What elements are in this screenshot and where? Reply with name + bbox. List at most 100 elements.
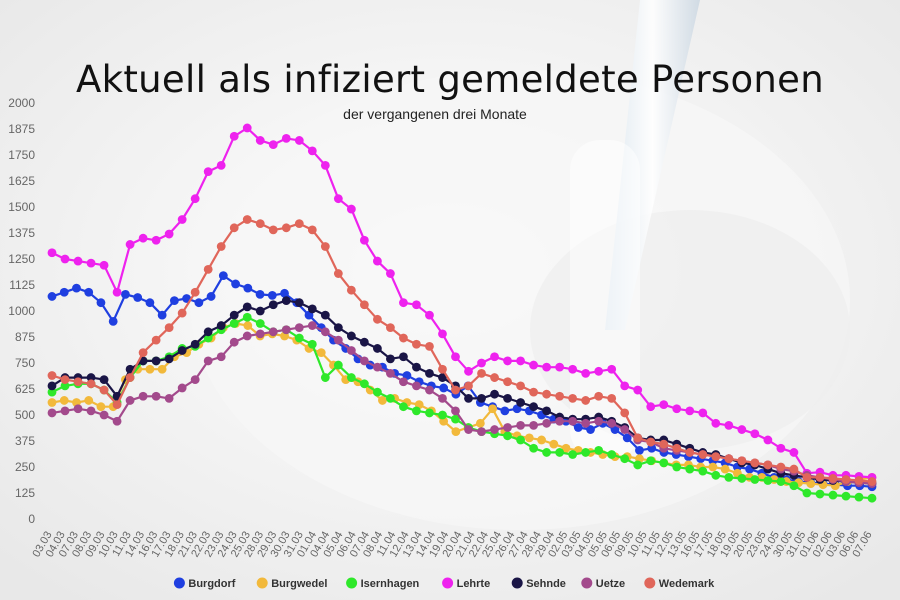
data-point — [789, 481, 799, 491]
y-tick-label: 1500 — [8, 200, 35, 214]
data-point — [346, 285, 356, 295]
y-tick-label: 375 — [15, 434, 35, 448]
data-point — [99, 385, 109, 395]
data-point — [73, 377, 83, 387]
data-point — [412, 381, 421, 391]
data-point — [47, 381, 57, 391]
y-tick-label: 875 — [15, 330, 35, 344]
legend-item-uetze[interactable]: Uetze — [581, 577, 625, 591]
data-point — [477, 427, 486, 437]
data-point — [594, 416, 604, 426]
data-point — [255, 306, 265, 316]
x-axis: 03.0304.0307.0308.0309.0310.0311.0314.03… — [30, 530, 874, 560]
data-point — [203, 167, 213, 177]
data-point — [516, 398, 525, 407]
data-point — [138, 233, 148, 243]
data-point — [646, 437, 656, 447]
legend-item-sehnde[interactable]: Sehnde — [511, 577, 566, 591]
data-point — [789, 464, 799, 474]
data-point — [99, 375, 109, 385]
data-point — [99, 260, 109, 270]
data-point — [112, 287, 122, 297]
data-point — [776, 443, 786, 453]
data-point — [307, 146, 317, 156]
data-point — [438, 393, 447, 403]
data-point — [737, 425, 747, 434]
data-point — [438, 410, 447, 420]
series-line — [51, 126, 873, 479]
legend-item-wedemark[interactable]: Wedemark — [644, 577, 715, 591]
data-point — [516, 421, 525, 430]
data-point — [216, 242, 226, 251]
legend: Burgdorf Burgwedel Isernhagen Lehrte Sehnde U… — [173, 577, 715, 591]
data-point — [529, 443, 538, 453]
data-point — [763, 476, 773, 485]
data-point — [555, 362, 565, 372]
data-point — [828, 474, 838, 483]
data-point — [333, 323, 343, 333]
data-point — [503, 393, 512, 403]
data-point — [542, 389, 552, 399]
data-point — [763, 460, 773, 470]
data-point — [386, 354, 395, 364]
data-point — [620, 408, 630, 418]
legend-item-isernhagen[interactable]: Isernhagen — [346, 577, 420, 591]
data-point — [399, 402, 408, 412]
data-point — [229, 337, 239, 347]
data-point — [500, 406, 510, 416]
series-line — [51, 299, 873, 485]
data-point — [294, 323, 304, 333]
data-point — [59, 287, 69, 297]
legend-item-burgwedel[interactable]: Burgwedel — [256, 577, 328, 591]
data-point — [737, 456, 747, 466]
data-point — [216, 321, 226, 330]
data-point — [854, 476, 864, 485]
y-tick-label: 1000 — [8, 304, 35, 318]
chart-subtitle: der vergangenen drei Monate — [343, 106, 527, 122]
y-tick-label: 750 — [15, 356, 35, 370]
data-point — [802, 488, 812, 498]
data-point — [47, 248, 57, 258]
y-tick-label: 125 — [15, 486, 35, 500]
data-point — [60, 375, 70, 385]
data-point — [607, 450, 617, 459]
data-point — [372, 362, 382, 372]
data-point — [561, 443, 571, 453]
data-point — [47, 408, 57, 418]
legend-item-burgdorf[interactable]: Burgdorf — [173, 577, 236, 591]
legend-item-lehrte[interactable]: Lehrte — [442, 577, 490, 591]
data-point — [320, 310, 330, 320]
legend-label: Wedemark — [659, 578, 715, 590]
data-point — [464, 425, 473, 434]
data-point — [711, 452, 721, 461]
data-point — [242, 331, 252, 341]
data-point — [359, 300, 369, 310]
data-point — [477, 358, 486, 368]
data-point — [121, 289, 130, 299]
y-tick-label: 1625 — [8, 174, 35, 188]
data-point — [333, 269, 343, 278]
data-point — [399, 352, 408, 362]
data-point — [685, 406, 695, 416]
data-point — [133, 293, 143, 302]
data-point — [151, 235, 161, 245]
data-point — [698, 466, 708, 476]
data-point — [333, 360, 343, 370]
data-point — [60, 406, 70, 416]
data-point — [672, 462, 682, 472]
data-point — [164, 229, 174, 239]
data-point — [177, 308, 187, 318]
y-tick-label: 250 — [15, 460, 35, 474]
data-point — [243, 321, 253, 330]
data-point — [86, 406, 96, 416]
data-point — [307, 339, 317, 349]
data-point — [594, 445, 604, 455]
data-point — [203, 333, 213, 343]
data-point — [451, 427, 461, 437]
data-point — [537, 435, 546, 445]
legend-marker — [511, 577, 523, 589]
data-point — [399, 298, 408, 308]
data-point — [529, 402, 538, 412]
data-point — [542, 418, 552, 428]
data-point — [464, 393, 473, 403]
